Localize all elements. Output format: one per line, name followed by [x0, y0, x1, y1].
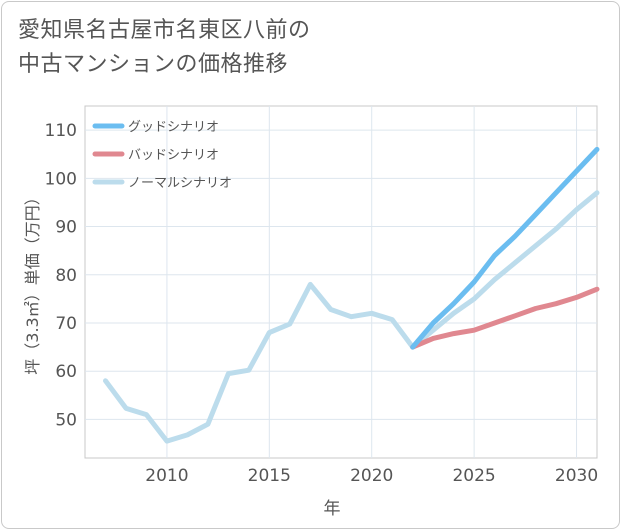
x-axis-label: 年	[324, 499, 341, 519]
legend-label: バッドシナリオ	[128, 148, 219, 163]
legend-label: グッドシナリオ	[128, 120, 219, 135]
series-line-2	[103, 190, 600, 444]
plot-area	[84, 105, 598, 459]
y-tick-label: 100	[45, 169, 77, 189]
chart-title-line-2: 中古マンションの価格推移	[18, 52, 289, 77]
series-line-1	[410, 286, 600, 350]
y-tick-label: 50	[55, 410, 77, 430]
x-tick-label: 2030	[555, 466, 598, 486]
chart-title-line-1: 愛知県名古屋市名東区八前の	[18, 18, 311, 43]
grid-lines	[85, 106, 597, 458]
y-tick-label: 90	[55, 218, 77, 238]
y-tick-label: 60	[55, 362, 77, 382]
series-lines	[103, 146, 600, 444]
legend-label: ノーマルシナリオ	[128, 176, 232, 191]
chart-title: 愛知県名古屋市名東区八前の 中古マンションの価格推移	[18, 14, 578, 82]
x-tick-label: 2020	[350, 466, 393, 486]
x-tick-labels: 2010 2015 2020 2025 2030	[145, 466, 598, 486]
y-tick-labels: 50 60 70 80 90 100 110	[45, 121, 77, 430]
x-tick-label: 2010	[145, 466, 188, 486]
series-line-0	[410, 146, 600, 350]
y-axis-label: 坪（3.3㎡）単価（万円）	[23, 189, 42, 374]
y-tick-label: 80	[55, 266, 77, 286]
x-tick-label: 2025	[452, 466, 495, 486]
y-tick-label: 110	[45, 121, 77, 141]
x-tick-label: 2015	[248, 466, 291, 486]
y-tick-label: 70	[55, 314, 77, 334]
